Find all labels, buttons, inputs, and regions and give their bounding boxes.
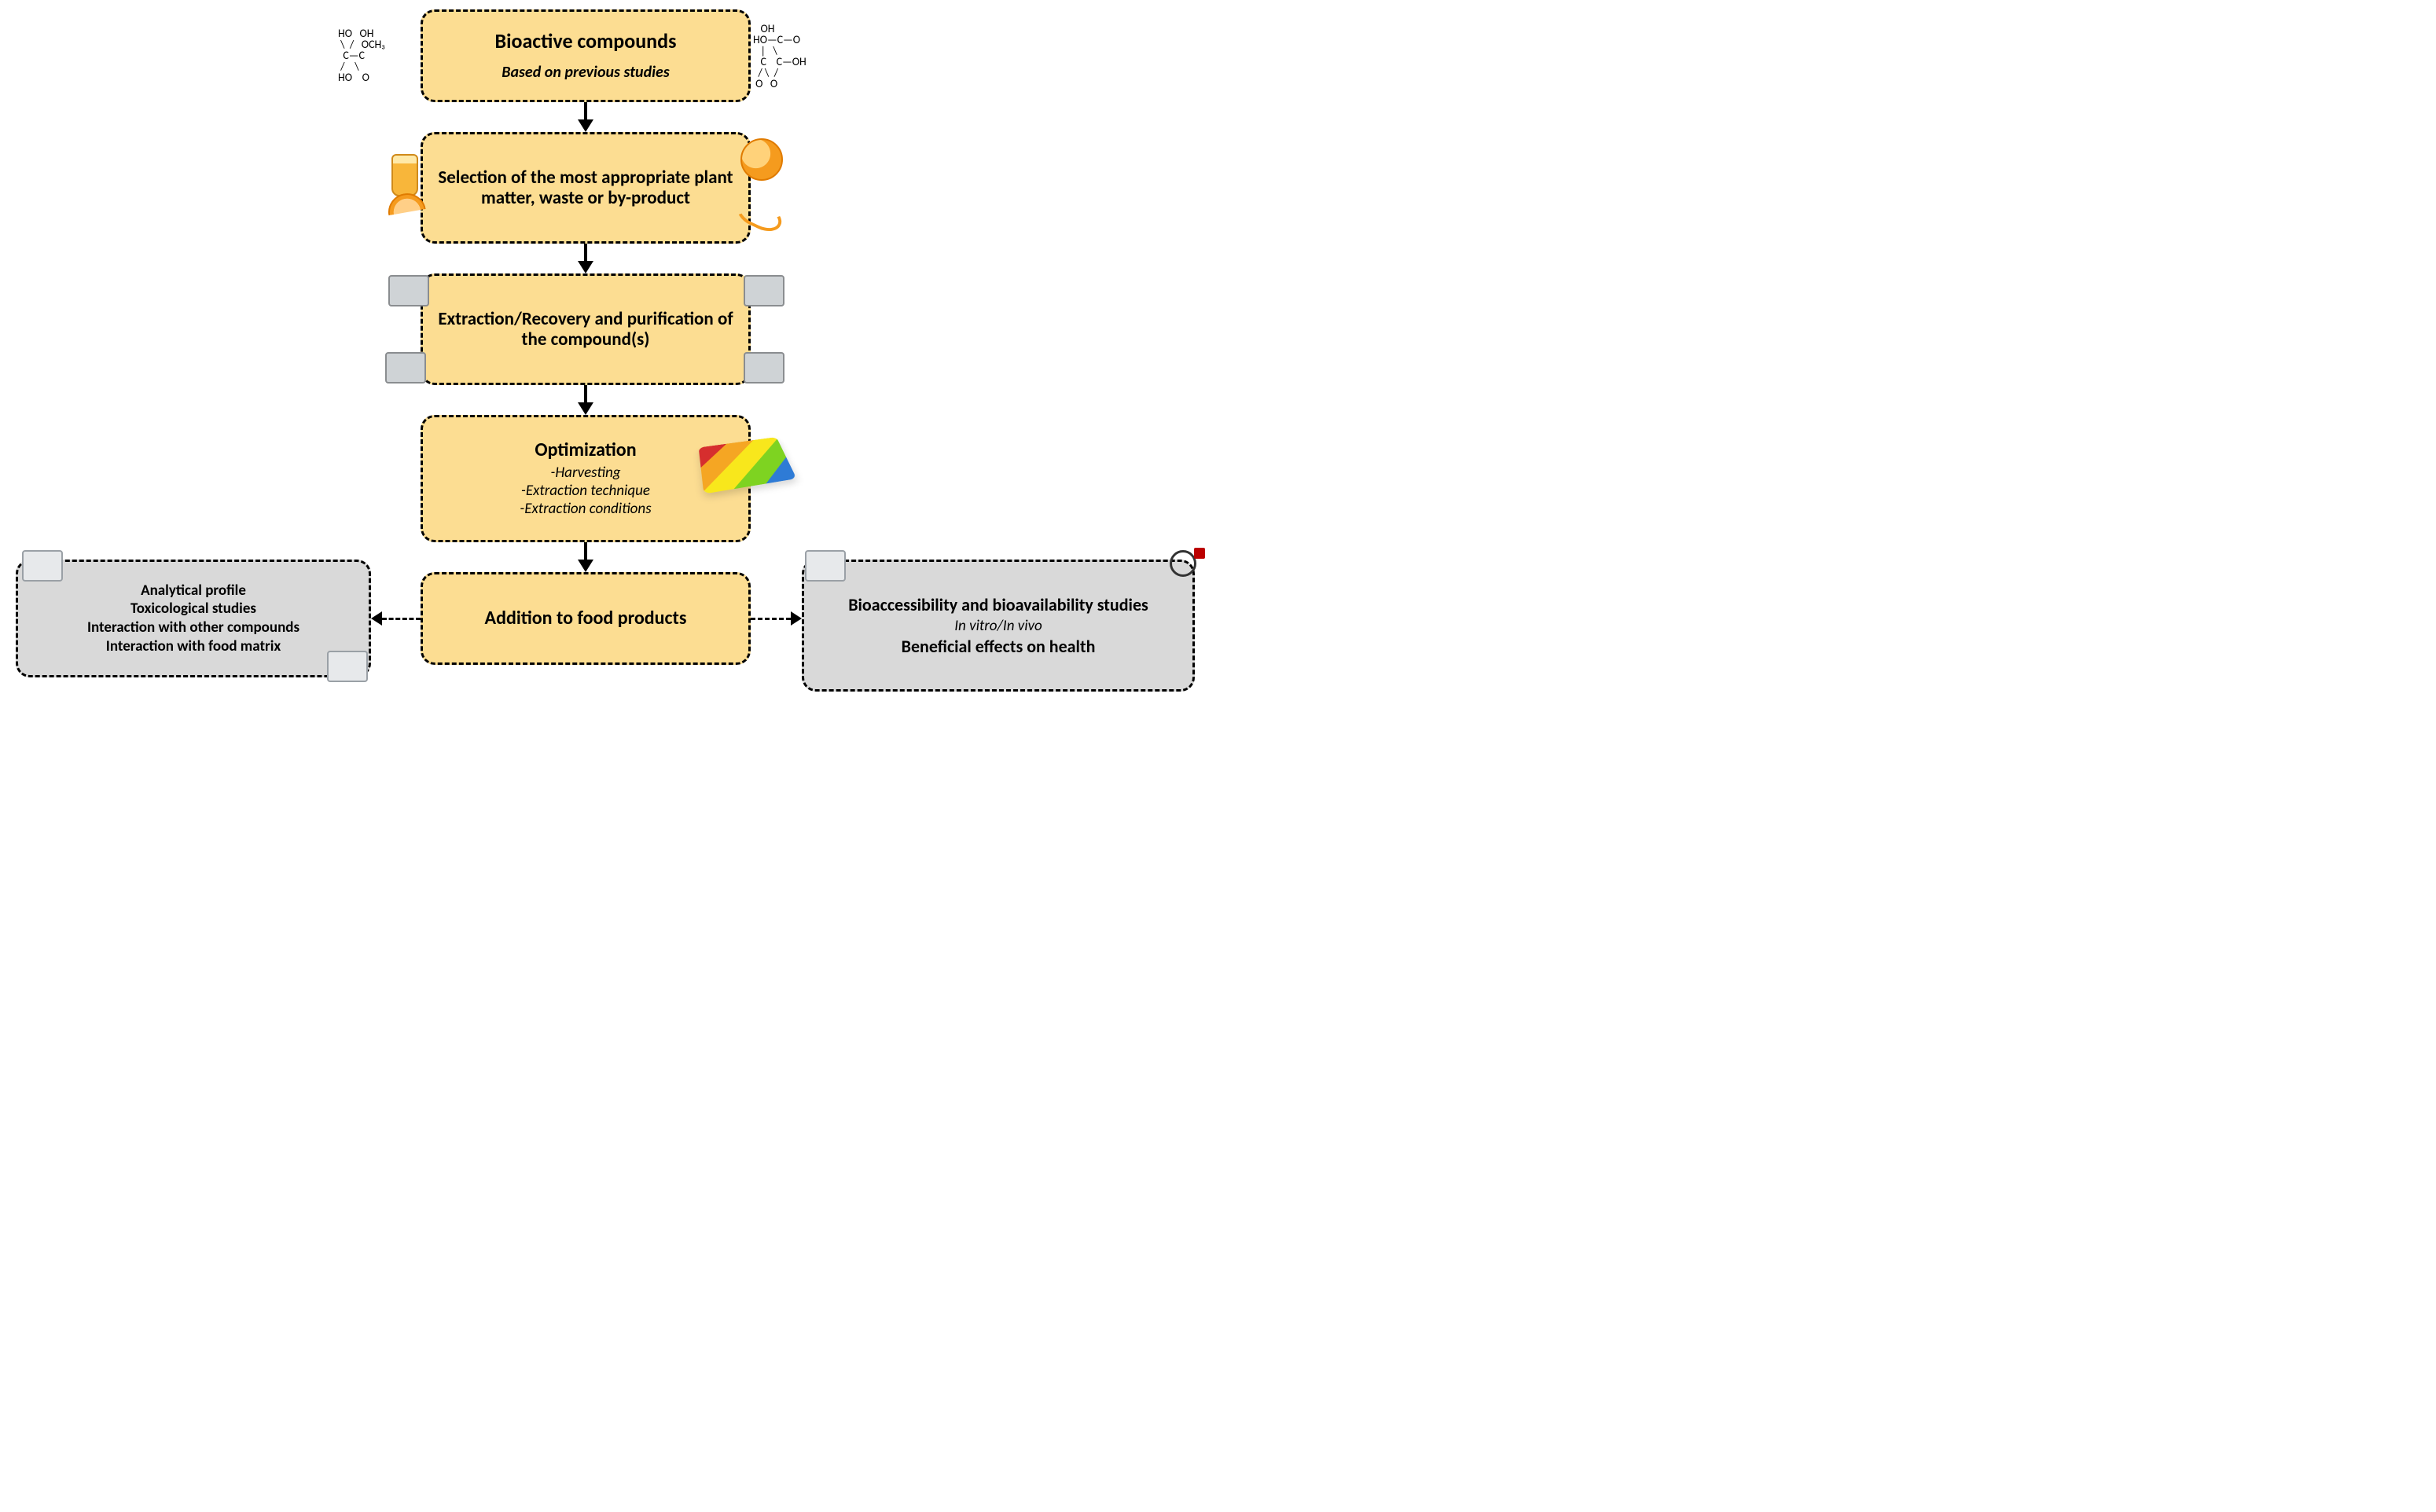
node-selection: Selection of the most appropriate plant … xyxy=(421,132,751,244)
equipment-br-icon xyxy=(744,352,784,384)
arrow-2-stem xyxy=(584,244,587,262)
node-bioaccessibility: Bioaccessibility and bioavailability stu… xyxy=(802,560,1195,692)
equipment-bl-icon xyxy=(385,352,426,384)
molecule-left-icon: HO OH \ / OCH₃ C—C / \ HO O xyxy=(338,28,385,83)
arrow-2-head xyxy=(578,261,593,273)
stethoscope-icon xyxy=(1170,550,1196,577)
orange-juice-icon xyxy=(391,154,418,196)
node-optimization-line3: -Extraction conditions xyxy=(520,500,651,518)
node-bioaccessibility-title: Bioaccessibility and bioavailability stu… xyxy=(848,595,1148,615)
node-extraction-title: Extraction/Recovery and purification of … xyxy=(437,309,734,350)
node-bioactive: Bioactive compounds Based on previous st… xyxy=(421,9,751,102)
node-optimization-line2: -Extraction technique xyxy=(521,482,650,500)
node-optimization-title: Optimization xyxy=(535,439,636,461)
node-analytical-line3: Interaction with other compounds xyxy=(87,618,299,637)
node-bioaccessibility-title2: Beneficial effects on health xyxy=(902,637,1096,656)
equipment-tl-icon xyxy=(388,275,429,306)
dashed-arrow-right xyxy=(751,618,791,620)
node-addition: Addition to food products xyxy=(421,572,751,665)
node-addition-title: Addition to food products xyxy=(485,607,687,629)
node-bioactive-title: Bioactive compounds xyxy=(495,30,677,53)
lab-right-tl-icon xyxy=(805,550,846,582)
arrow-3-head xyxy=(578,402,593,415)
node-extraction: Extraction/Recovery and purification of … xyxy=(421,273,751,385)
orange-slice-icon xyxy=(740,138,783,181)
arrow-1-head xyxy=(578,119,593,132)
arrow-1-stem xyxy=(584,102,587,121)
node-bioactive-subtitle: Based on previous studies xyxy=(502,63,670,82)
node-optimization: Optimization -Harvesting -Extraction tec… xyxy=(421,415,751,542)
node-analytical: Analytical profile Toxicological studies… xyxy=(16,560,371,677)
node-selection-title: Selection of the most appropriate plant … xyxy=(437,167,734,209)
dashed-arrow-right-head xyxy=(791,611,802,626)
node-analytical-line4: Interaction with food matrix xyxy=(106,637,281,656)
molecule-right-icon: OH HO—C—O | \ C C—OH / \ / O O xyxy=(753,24,806,90)
dashed-arrow-left-head xyxy=(371,611,382,626)
node-analytical-line1: Analytical profile xyxy=(141,582,246,600)
arrow-4-stem xyxy=(584,542,587,561)
lab-left-tl-icon xyxy=(22,550,63,582)
arrow-3-stem xyxy=(584,385,587,404)
node-optimization-line1: -Harvesting xyxy=(551,464,621,482)
node-analytical-line2: Toxicological studies xyxy=(130,600,256,618)
equipment-tr-icon xyxy=(744,275,784,306)
response-surface-icon xyxy=(699,437,797,494)
lab-left-br-icon xyxy=(327,651,368,682)
arrow-4-head xyxy=(578,560,593,572)
dashed-arrow-left xyxy=(382,618,421,620)
node-bioaccessibility-subtitle: In vitro/In vivo xyxy=(954,617,1042,635)
